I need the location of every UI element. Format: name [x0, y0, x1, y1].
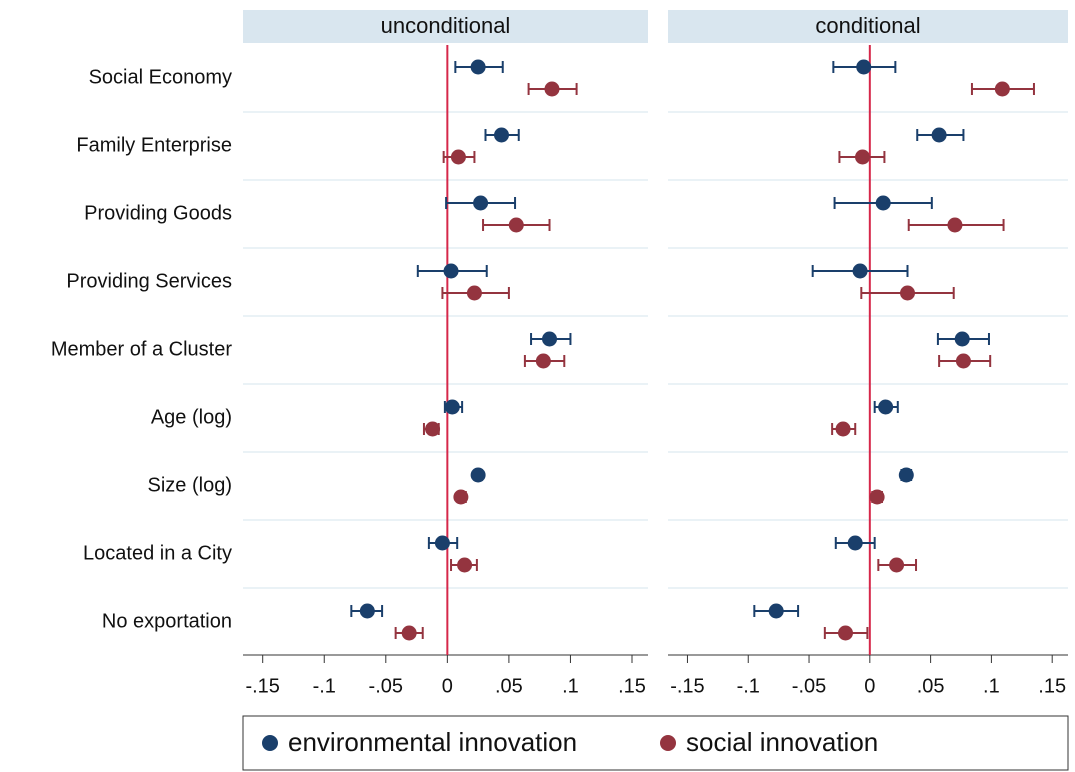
point	[847, 535, 863, 551]
point	[457, 557, 473, 573]
point	[889, 557, 905, 573]
legend-label: environmental innovation	[288, 727, 577, 757]
category-label: Located in a City	[83, 542, 232, 564]
point	[878, 399, 894, 415]
legend-marker	[660, 735, 676, 751]
point	[453, 489, 469, 505]
point	[544, 81, 560, 97]
point	[835, 421, 851, 437]
legend-label: social innovation	[686, 727, 878, 757]
x-tick-label: .15	[1038, 675, 1066, 697]
x-tick-label: -.05	[369, 675, 403, 697]
category-label: Providing Services	[66, 270, 232, 292]
x-tick-label: 0	[442, 675, 453, 697]
x-tick-label: -.15	[670, 675, 704, 697]
point	[359, 603, 375, 619]
panel-title: conditional	[815, 13, 920, 38]
point	[838, 625, 854, 641]
point	[852, 263, 868, 279]
x-tick-label: .1	[562, 675, 579, 697]
category-label: Member of a Cluster	[51, 338, 233, 360]
x-tick-label: -.1	[737, 675, 760, 697]
x-tick-label: .05	[495, 675, 523, 697]
category-label: Social Economy	[89, 66, 232, 88]
point	[494, 127, 510, 143]
point	[875, 195, 891, 211]
category-label: Age (log)	[151, 406, 232, 428]
point	[931, 127, 947, 143]
point	[473, 195, 489, 211]
point	[855, 149, 871, 165]
x-tick-label: .15	[618, 675, 646, 697]
category-label: No exportation	[102, 610, 232, 632]
point	[542, 331, 558, 347]
category-label: Providing Goods	[84, 202, 232, 224]
x-tick-label: -.05	[792, 675, 826, 697]
point	[869, 489, 885, 505]
legend-box	[242, 715, 1069, 771]
point	[947, 217, 963, 233]
point	[856, 59, 872, 75]
legend-marker	[262, 735, 278, 751]
point	[434, 535, 450, 551]
x-tick-label: -.15	[245, 675, 279, 697]
x-tick-label: .05	[917, 675, 945, 697]
point	[535, 353, 551, 369]
point	[954, 331, 970, 347]
point	[900, 285, 916, 301]
x-tick-label: .1	[983, 675, 1000, 697]
panel-header	[668, 10, 1068, 43]
point	[401, 625, 417, 641]
panel-title: unconditional	[381, 13, 511, 38]
point	[470, 59, 486, 75]
point	[444, 399, 460, 415]
panel-header	[243, 10, 648, 43]
point	[470, 467, 486, 483]
point	[508, 217, 524, 233]
point	[955, 353, 971, 369]
point	[994, 81, 1010, 97]
point	[466, 285, 482, 301]
point	[768, 603, 784, 619]
category-label: Family Enterprise	[76, 134, 232, 156]
point	[450, 149, 466, 165]
x-tick-label: -.1	[313, 675, 336, 697]
point	[898, 467, 914, 483]
point	[443, 263, 459, 279]
category-label: Size (log)	[148, 474, 232, 496]
x-tick-label: 0	[864, 675, 875, 697]
point	[425, 421, 441, 437]
